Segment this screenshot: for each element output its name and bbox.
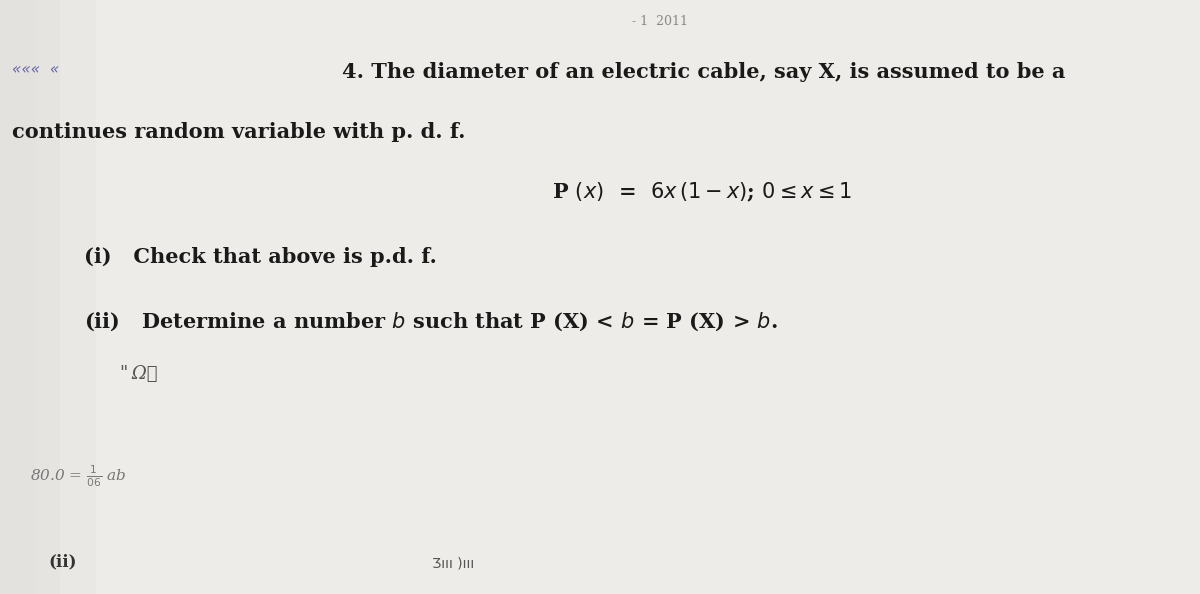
Text: P $(x)$  =  $6x\,(1-x)$; $0\leq x \leq 1$: P $(x)$ = $6x\,(1-x)$; $0\leq x \leq 1$	[552, 181, 852, 204]
Text: (ii)   Determine a number $b$ such that P (X) < $b$ = P (X) > $b$.: (ii) Determine a number $b$ such that P …	[84, 310, 778, 333]
Bar	[0, 0, 36, 594]
Text: «««  «: ««« «	[12, 62, 59, 77]
Text: continues random variable with p. d. f.: continues random variable with p. d. f.	[12, 122, 466, 142]
Text: " Ωℓ: " Ωℓ	[120, 365, 157, 383]
Bar	[0, 0, 96, 594]
Text: (i)   Check that above is p.d. f.: (i) Check that above is p.d. f.	[84, 247, 437, 267]
Text: 4. The diameter of an electric cable, say X, is assumed to be a: 4. The diameter of an electric cable, sa…	[342, 62, 1066, 83]
Text: - 1  2011: - 1 2011	[632, 15, 688, 28]
Bar	[0, 0, 60, 594]
Text: (ii): (ii)	[48, 553, 77, 570]
Text: 80.0 = $\frac{1}{06}$ ab: 80.0 = $\frac{1}{06}$ ab	[30, 463, 127, 489]
Text: Ʒııı )ııı: Ʒııı )ııı	[432, 556, 474, 570]
